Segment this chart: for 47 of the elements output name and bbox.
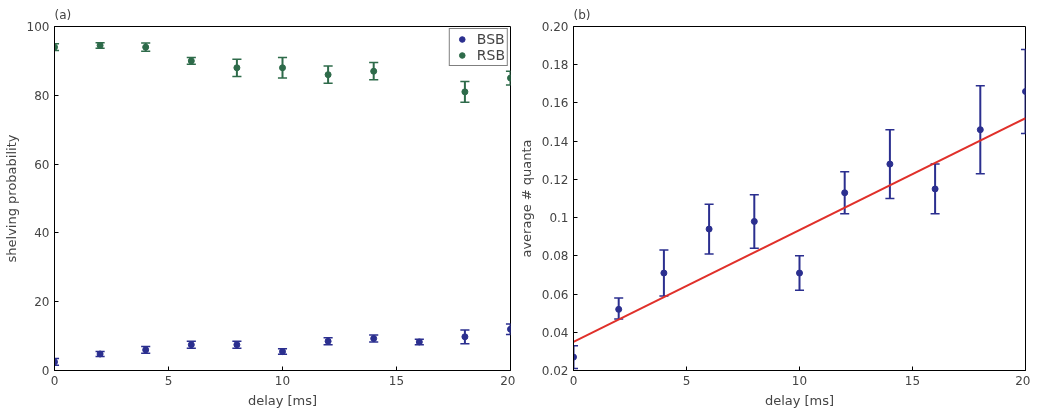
y-tick-label: 40 bbox=[34, 226, 50, 241]
y-tick-label: 0.12 bbox=[541, 172, 569, 187]
x-tick-label: 15 bbox=[904, 373, 921, 388]
point bbox=[324, 71, 332, 79]
y-tick-label: 0.18 bbox=[541, 58, 569, 73]
point bbox=[461, 88, 469, 96]
chart-title: (b) bbox=[573, 7, 591, 22]
y-tick-label: 100 bbox=[26, 20, 50, 34]
y-tick-label: 60 bbox=[34, 157, 50, 172]
point bbox=[233, 64, 241, 72]
point bbox=[796, 269, 803, 277]
x-axis-title: delay [ms] bbox=[764, 392, 835, 408]
y-tick-label: 0.06 bbox=[541, 287, 569, 302]
x-tick-label: 5 bbox=[164, 373, 173, 388]
x-tick-label: 20 bbox=[500, 373, 516, 388]
x-tick-label: 20 bbox=[1015, 373, 1031, 388]
x-tick-label: 10 bbox=[274, 373, 291, 388]
x-tick-label: 15 bbox=[388, 373, 405, 388]
y-tick-label: 0.02 bbox=[541, 364, 569, 378]
point bbox=[370, 67, 378, 75]
y-tick-label: 0.04 bbox=[541, 325, 569, 340]
point bbox=[931, 185, 939, 193]
point bbox=[461, 333, 469, 341]
legend-label: RSB bbox=[476, 47, 505, 63]
y-tick-label: 0.14 bbox=[541, 134, 569, 149]
chart-title: (a) bbox=[54, 7, 72, 22]
y-tick-label: 0.20 bbox=[541, 20, 569, 34]
y-tick-label: 0.08 bbox=[541, 249, 569, 264]
y-tick-label: 0.16 bbox=[541, 96, 569, 111]
point bbox=[279, 64, 286, 72]
point bbox=[841, 189, 849, 197]
legend-label: BSB bbox=[476, 31, 505, 47]
y-tick-label: 0.1 bbox=[549, 211, 569, 226]
x-tick-label: 10 bbox=[791, 373, 808, 388]
y-axis-title: average # quanta bbox=[518, 139, 534, 258]
point bbox=[750, 217, 758, 225]
y-tick-label: 0 bbox=[41, 364, 50, 378]
point bbox=[660, 269, 668, 277]
x-tick-label: 5 bbox=[682, 373, 691, 388]
y-tick-label: 80 bbox=[34, 88, 50, 103]
point bbox=[615, 305, 623, 313]
x-axis-title: delay [ms] bbox=[247, 392, 318, 408]
point bbox=[705, 225, 713, 233]
point bbox=[976, 126, 984, 134]
y-axis-title: shelving probability bbox=[3, 134, 19, 263]
y-tick-label: 20 bbox=[34, 295, 50, 310]
point bbox=[886, 160, 894, 168]
